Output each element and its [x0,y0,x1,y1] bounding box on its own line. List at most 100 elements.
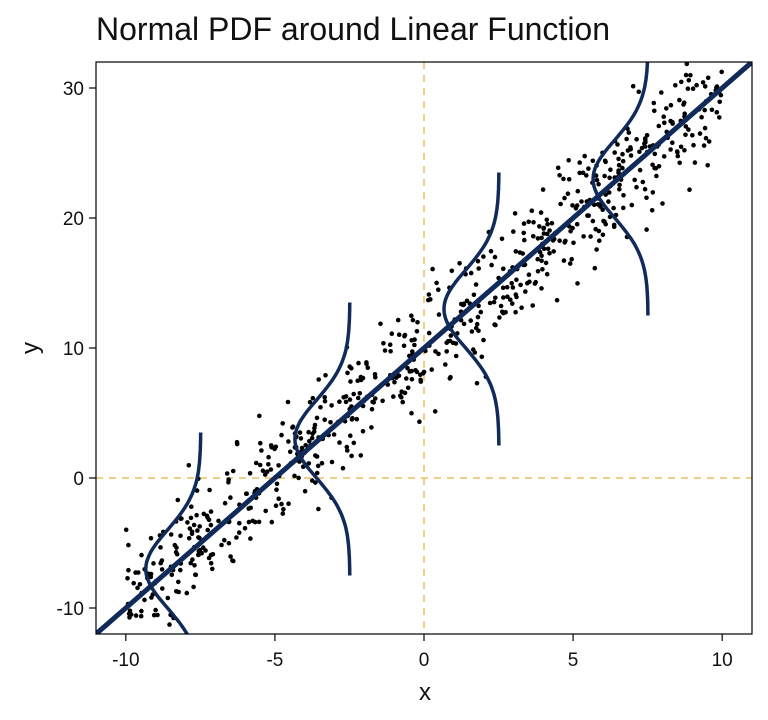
scatter-point [410,349,415,354]
scatter-point [236,530,242,535]
scatter-point [453,353,459,359]
scatter-point [178,567,183,573]
scatter-point [487,300,493,306]
scatter-point [520,251,525,256]
scatter-point [505,294,510,300]
scatter-point [126,542,131,548]
scatter-point [675,153,681,159]
scatter-point [378,321,383,327]
scatter-point [525,281,530,286]
scatter-point [226,480,231,485]
scatter-point [694,82,699,88]
scatter-point [579,199,584,204]
scatter-point [526,272,532,278]
scatter-point [315,463,321,469]
scatter-point [257,413,262,419]
scatter-point [523,289,528,294]
scatter-point [194,488,200,493]
scatter-point [683,72,689,78]
scatter-point [549,220,555,226]
normal-pdf-curve-2 [293,302,352,576]
scatter-point [207,487,212,493]
scatter-point [360,429,366,434]
scatter-point [237,520,242,526]
scatter-point [216,518,221,524]
scatter-point [412,337,417,342]
scatter-point [683,124,689,129]
x-tick-label: -10 [112,650,139,671]
scatter-point [529,208,535,213]
scatter-point [450,340,456,346]
scatter-point [268,467,274,472]
scatter-point [307,399,313,405]
scatter-point [153,607,158,613]
scatter-point [544,217,550,223]
scatter-point [159,567,165,572]
scatter-point [176,579,181,585]
scatter-point [709,107,715,113]
scatter-point [540,267,545,272]
scatter-point [148,571,154,577]
scatter-point [699,114,704,120]
scatter-point [634,137,639,142]
scatter-point [473,282,479,287]
scatter-point [449,268,455,274]
scatter-point [399,395,404,400]
scatter-point [577,170,582,176]
scatter-point [329,459,335,465]
scatter-point [364,361,369,367]
scatter-point [616,162,622,168]
scatter-point [130,699,135,704]
scatter-point [137,582,143,587]
scatter-point [691,142,696,148]
scatter-point [493,295,498,301]
scatter-point [391,394,396,399]
scatter-point [522,237,527,243]
scatter-point [302,488,308,494]
scatter-point [539,253,544,258]
scatter-point [426,330,432,336]
scatter-point [500,285,506,291]
scatter-point [489,262,494,268]
scatter-point [409,410,414,416]
scatter-point [561,258,567,263]
scatter-point [513,292,519,297]
scatter-point [129,645,134,650]
scatter-point [417,419,422,425]
scatter-point [331,432,337,437]
scatter-point [354,416,360,422]
scatter-point [199,550,204,556]
scatter-point [279,501,284,507]
scatter-point [351,391,357,397]
scatter-point [248,505,253,511]
scatter-point [617,182,622,188]
scatter-point [677,97,682,103]
scatter-point [135,585,140,591]
scatter-point [125,576,130,581]
scatter-point [558,201,563,207]
scatter-point [642,186,648,192]
scatter-point [418,377,423,383]
scatter-point [472,350,478,355]
scatter-point [626,130,632,135]
scatter-point [717,99,722,105]
scatter-point [702,107,707,113]
scatter-point [189,529,195,535]
scatter-point [244,491,249,497]
scatter-point [547,228,552,233]
scatter-point [586,213,591,218]
scatter-point [126,567,131,573]
scatter-point [273,444,279,450]
plot-inner [96,62,752,704]
scatter-point [285,399,291,405]
scatter-point [511,229,516,234]
scatter-point [381,341,386,346]
y-tick-label: -10 [57,599,84,620]
scatter-point [191,584,196,590]
scatter-point [448,374,453,380]
scatter-point [159,558,165,563]
scatter-point [634,184,639,190]
scatter-point [266,462,271,467]
scatter-point [504,284,510,290]
scatter-point [606,199,611,204]
